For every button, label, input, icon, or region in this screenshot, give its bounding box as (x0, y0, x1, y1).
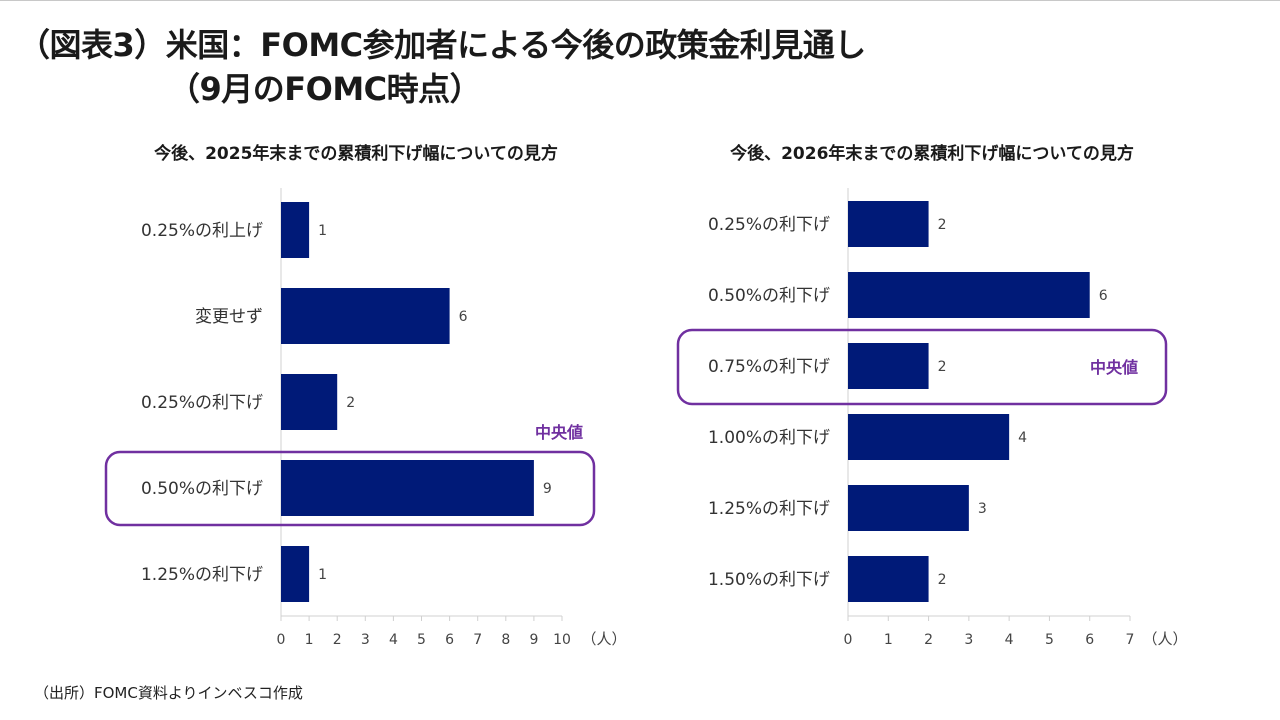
chart-2026-x-tick-label: 7 (1126, 632, 1135, 648)
chart-2025-median-label: 中央値 (535, 423, 583, 442)
chart-2026-bar (848, 485, 969, 531)
chart-2026-bar (848, 272, 1090, 318)
chart-2025-category-label: 変更せず (195, 307, 263, 327)
chart-2025-data-label: 1 (318, 567, 327, 583)
chart-2026-category-label: 0.25%の利下げ (708, 215, 830, 235)
chart-2025-bar (281, 288, 450, 344)
chart-2026-data-label: 3 (978, 501, 987, 517)
chart-2026-x-tick-label: 6 (1085, 632, 1094, 648)
page-title: （図表3）米国：FOMC参加者による今後の政策金利見通し (18, 26, 866, 64)
chart-2026-x-tick-label: 0 (844, 632, 853, 648)
chart-2026-median-label: 中央値 (1090, 358, 1138, 377)
chart-2025-x-tick-label: 9 (529, 632, 538, 648)
chart-2025-data-label: 6 (459, 309, 468, 325)
chart-2025-median-highlight (104, 450, 596, 527)
chart-2026-data-label: 4 (1018, 430, 1027, 446)
chart-2026-x-tick-label: 3 (964, 632, 973, 648)
chart-2026-x-tick-label: 4 (1005, 632, 1014, 648)
top-border-line (0, 0, 1280, 1)
chart-2026-x-tick-label: 5 (1045, 632, 1054, 648)
chart-2025-category-label: 1.25%の利下げ (141, 565, 263, 585)
chart-2025-bar (281, 202, 310, 258)
chart-2026-x-tick-label: 1 (884, 632, 893, 648)
chart-2025-x-tick-label: 6 (445, 632, 454, 648)
chart-2025-x-tick-label: 5 (417, 632, 426, 648)
chart-2026-bar (848, 343, 929, 389)
chart-2025-bar (281, 374, 338, 430)
chart-2026-category-label: 1.25%の利下げ (708, 499, 830, 519)
chart-2026-title: 今後、2026年末までの累積利下げ幅についての見方 (730, 143, 1134, 164)
chart-2025-x-tick-label: 3 (361, 632, 370, 648)
chart-2025-x-tick-label: 7 (473, 632, 482, 648)
chart-2026-category-label: 1.00%の利下げ (708, 428, 830, 448)
chart-2025-data-label: 9 (543, 481, 552, 497)
chart-2025-x-tick-label: 8 (501, 632, 510, 648)
chart-2025-title: 今後、2025年末までの累積利下げ幅についての見方 (154, 143, 558, 164)
chart-2026-cumulative-cuts: 今後、2026年末までの累積利下げ幅についての見方 0 1 2 3 4 5 6 7 （人） 0.2… (676, 143, 1188, 648)
chart-2026-category-label: 1.50%の利下げ (708, 570, 830, 590)
chart-2026-bar (848, 201, 929, 247)
chart-2026-median-highlight (676, 328, 1168, 406)
chart-2025-category-label: 0.25%の利下げ (141, 393, 263, 413)
chart-2026-data-label: 2 (938, 572, 947, 588)
chart-2026-data-label: 2 (938, 217, 947, 233)
chart-2025-x-tick-label: 4 (389, 632, 398, 648)
chart-2025-category-label: 0.25%の利上げ (141, 221, 263, 241)
chart-2026-x-axis-unit: （人） (1142, 630, 1187, 648)
chart-2025-x-tick-label: 2 (333, 632, 342, 648)
chart-2026-category-label: 0.50%の利下げ (708, 286, 830, 306)
chart-2025-data-label: 1 (318, 223, 327, 239)
chart-2025-x-tick-label: 10 (553, 632, 571, 648)
page-subtitle: （9月のFOMC時点） (168, 70, 482, 108)
chart-2025-bar (281, 460, 534, 516)
chart-2026-data-label: 6 (1099, 288, 1108, 304)
chart-2026-data-label: 2 (938, 359, 947, 375)
chart-2025-category-label: 0.50%の利下げ (141, 479, 263, 499)
chart-2026-bar (848, 414, 1010, 460)
source-note: （出所）FOMC資料よりインベスコ作成 (34, 684, 303, 702)
chart-2025-data-label: 2 (346, 395, 355, 411)
chart-2026-bar (848, 556, 929, 602)
chart-2026-x-tick-label: 2 (924, 632, 933, 648)
chart-2026-category-label: 0.75%の利下げ (708, 357, 830, 377)
chart-2025-x-tick-label: 0 (277, 632, 286, 648)
chart-2025-x-tick-label: 1 (305, 632, 314, 648)
chart-2025-cumulative-cuts: 今後、2025年末までの累積利下げ幅についての見方 0 1 2 3 4 5 6 7 8 9 10 （人… (104, 143, 627, 648)
chart-2025-bar (281, 546, 310, 602)
chart-2025-x-axis-unit: （人） (581, 630, 626, 648)
